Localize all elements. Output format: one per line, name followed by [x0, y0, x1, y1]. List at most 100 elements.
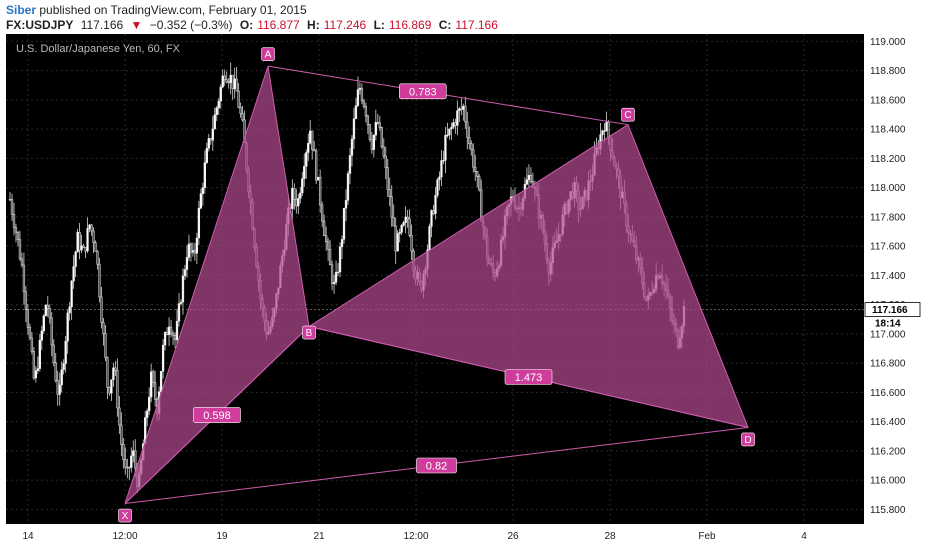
candle	[36, 356, 39, 374]
y-tick-label: 116.600	[870, 388, 906, 399]
candle	[38, 334, 41, 372]
candle	[446, 122, 449, 138]
candle-body	[152, 371, 155, 383]
candle-body	[14, 227, 18, 233]
candle-body	[128, 467, 131, 469]
candle-body	[315, 150, 318, 181]
candle-body	[181, 275, 185, 303]
candle-body	[116, 370, 119, 409]
candle	[434, 186, 437, 220]
candle-body	[165, 332, 169, 336]
candle-body	[448, 128, 451, 136]
candle	[406, 209, 409, 228]
candle	[398, 228, 401, 243]
time-axis[interactable]: 14 12:00 19 21 12:00 26 28 Feb 4	[22, 531, 807, 542]
candle-body	[221, 75, 224, 88]
candle-body	[146, 410, 149, 418]
candle-body	[338, 246, 342, 273]
candle	[354, 97, 358, 120]
candle	[402, 220, 405, 227]
candle-body	[104, 333, 107, 358]
candle	[148, 387, 151, 415]
chart-header: Siber published on TradingView.com, Febr…	[0, 0, 932, 34]
candle-body	[173, 335, 177, 341]
y-tick-label: 116.800	[870, 359, 906, 370]
candle	[428, 223, 431, 252]
candle	[344, 189, 348, 222]
candle-body	[229, 74, 232, 84]
candle-body	[28, 327, 32, 339]
candle-body	[239, 107, 242, 114]
candle-body	[110, 379, 113, 394]
candle-body	[320, 204, 324, 222]
candle	[241, 105, 244, 122]
last-price-box: 117.166	[864, 302, 921, 317]
candle-body	[80, 245, 83, 251]
candle	[348, 148, 352, 185]
candle	[346, 170, 350, 205]
author-name[interactable]: Siber	[6, 3, 37, 17]
candle-body	[380, 127, 383, 148]
candle	[102, 318, 105, 346]
candle	[64, 335, 67, 373]
candle-body	[301, 178, 304, 194]
candle-body	[241, 113, 244, 121]
candle	[68, 302, 71, 321]
candle	[368, 123, 372, 142]
candle-body	[342, 207, 346, 240]
candle-body	[398, 232, 401, 234]
candle-body	[211, 128, 214, 141]
candle-body	[434, 195, 437, 214]
candle-body	[20, 258, 24, 266]
candle	[48, 304, 51, 324]
candle	[474, 154, 477, 182]
candle-body	[68, 306, 71, 314]
candle-body	[159, 371, 163, 392]
candle	[378, 115, 381, 131]
candle-body	[313, 149, 316, 152]
harmonic-pattern: X A B C D 0.598 0.783 1.473 0.82	[118, 47, 755, 523]
candle-body	[356, 89, 360, 106]
candle-body	[223, 75, 226, 80]
candle-body	[84, 247, 87, 252]
candle	[396, 230, 399, 252]
candle	[46, 296, 49, 318]
candle-body	[334, 272, 338, 283]
candle-body	[311, 130, 314, 150]
candle	[382, 138, 385, 159]
last-price: 117.166	[80, 18, 124, 32]
candle	[293, 183, 296, 210]
candle-body	[607, 121, 610, 138]
candle-body	[219, 86, 222, 102]
candle-body	[462, 105, 465, 110]
candle	[315, 148, 318, 184]
candle-body	[98, 263, 101, 298]
candle	[177, 293, 181, 327]
symbol-name: FX:USDJPY	[6, 18, 74, 32]
candle-body	[193, 250, 197, 254]
candle	[388, 177, 391, 207]
price-axis[interactable]: 115.800 116.000 116.200 116.400 116.600 116.8…	[864, 37, 921, 516]
candle-body	[478, 176, 481, 191]
candle	[237, 83, 240, 109]
candle-body	[410, 235, 413, 252]
candle-body	[454, 122, 457, 126]
open-value: 116.877	[257, 18, 300, 32]
point-label-box	[302, 325, 316, 340]
candle-body	[22, 264, 26, 293]
candle	[195, 232, 199, 265]
pattern-point-d: D	[741, 432, 755, 447]
candle-body	[42, 315, 45, 332]
candle	[58, 372, 61, 406]
candle	[317, 176, 320, 181]
candle	[213, 107, 216, 130]
candle	[189, 242, 193, 262]
candle-body	[153, 382, 157, 400]
candle-body	[468, 137, 471, 145]
pattern-point-c: C	[621, 107, 635, 122]
candle-body	[10, 199, 14, 215]
candle	[90, 224, 93, 236]
candle-body	[293, 188, 296, 200]
candle	[159, 370, 163, 393]
